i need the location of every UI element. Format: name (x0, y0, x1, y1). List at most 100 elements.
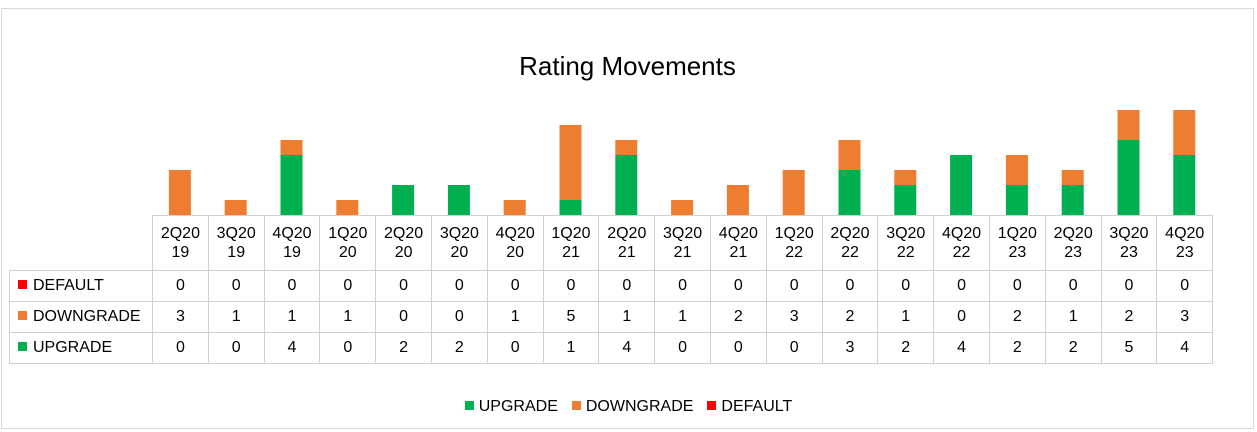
legend-item-upgrade: UPGRADE (464, 398, 558, 416)
bar-downgrade (1173, 110, 1196, 155)
bar-upgrade (838, 170, 861, 215)
data-label: 3 (1156, 301, 1214, 333)
legend-label: DOWNGRADE (585, 398, 694, 415)
data-label: 2 (430, 332, 488, 364)
bar-upgrade (1005, 185, 1028, 215)
legend-swatch (571, 401, 581, 410)
category-label: 4Q20 20 (486, 215, 544, 271)
row-label-text: UPGRADE (33, 339, 113, 356)
category-label: 3Q20 21 (654, 215, 711, 271)
category-label: 1Q20 22 (765, 215, 823, 271)
data-label: 0 (486, 332, 544, 364)
data-label: 0 (821, 270, 879, 302)
bar-upgrade (894, 185, 917, 215)
data-label: 2 (709, 301, 767, 333)
data-label: 0 (598, 270, 656, 302)
bar-downgrade (559, 125, 582, 200)
category-label: 1Q20 20 (319, 215, 377, 271)
legend-key-downgrade (18, 311, 27, 320)
data-label: 2 (1044, 332, 1102, 364)
data-label: 0 (877, 270, 935, 302)
category-label: 4Q20 22 (933, 215, 990, 271)
legend-swatch (707, 401, 717, 410)
bar-downgrade (782, 170, 805, 215)
bar-downgrade (224, 200, 247, 215)
row-label-text: DEFAULT (33, 277, 104, 294)
legend-item-default: DEFAULT (707, 398, 792, 416)
bar-downgrade (336, 200, 359, 215)
data-label: 3 (152, 301, 209, 333)
data-label: 4 (263, 332, 321, 364)
category-label: 4Q20 21 (709, 215, 767, 271)
data-label: 0 (654, 270, 711, 302)
category-label: 1Q20 21 (542, 215, 600, 271)
data-label: 0 (207, 332, 265, 364)
data-label: 0 (152, 270, 209, 302)
bar-upgrade (447, 185, 470, 215)
category-label: 3Q20 23 (1100, 215, 1158, 271)
data-label: 0 (988, 270, 1046, 302)
data-label: 0 (765, 332, 823, 364)
legend-key-default (18, 280, 27, 289)
bar-downgrade (894, 170, 917, 185)
data-label: 0 (207, 270, 265, 302)
data-label: 2 (1100, 301, 1158, 333)
row-label-upgrade: UPGRADE (9, 332, 153, 364)
table-row-upgrade: UPGRADE 0 0 4 0 2 2 0 1 4 0 0 0 3 2 4 2 2 5 4 (9, 332, 1214, 364)
bar-downgrade (1061, 170, 1084, 185)
bar-downgrade (168, 170, 191, 215)
data-label: 0 (375, 270, 432, 302)
data-label: 2 (877, 332, 935, 364)
data-label: 0 (765, 270, 823, 302)
legend-swatch (464, 401, 474, 410)
data-label: 0 (933, 270, 990, 302)
bar-upgrade (950, 155, 973, 215)
data-label: 4 (933, 332, 990, 364)
data-label: 0 (430, 270, 488, 302)
data-label: 2 (988, 301, 1046, 333)
data-label: 0 (542, 270, 600, 302)
bar-upgrade (1173, 155, 1196, 215)
category-label: 4Q20 19 (263, 215, 321, 271)
data-label: 1 (319, 301, 377, 333)
bar-downgrade (1005, 155, 1028, 185)
data-label: 3 (821, 332, 879, 364)
bar-downgrade (615, 140, 638, 155)
data-label: 0 (654, 332, 711, 364)
legend-label: UPGRADE (478, 398, 558, 415)
legend-label: DEFAULT (721, 398, 793, 415)
data-label: 0 (430, 301, 488, 333)
data-label: 1 (486, 301, 544, 333)
table-row-default: DEFAULT 0 0 0 0 0 0 0 0 0 0 0 0 0 0 0 0 0 0 0 (9, 270, 1214, 302)
data-table: 2Q20 19 3Q20 19 4Q20 19 1Q20 20 2Q20 20 3Q20 … (9, 215, 1214, 364)
data-label: 0 (319, 270, 377, 302)
bar-downgrade (503, 200, 526, 215)
data-label: 5 (542, 301, 600, 333)
bar-downgrade (838, 140, 861, 170)
data-label: 3 (765, 301, 823, 333)
table-corner (9, 215, 153, 271)
data-label: 0 (933, 301, 990, 333)
bar-upgrade (280, 155, 303, 215)
table-row-downgrade: DOWNGRADE 3 1 1 1 0 0 1 5 1 1 2 3 2 1 0 2 1 2 3 (9, 301, 1214, 333)
category-label: 2Q20 19 (152, 215, 209, 271)
data-label: 4 (1156, 332, 1214, 364)
bar-upgrade (1061, 185, 1084, 215)
bar-downgrade (671, 200, 694, 215)
data-label: 0 (319, 332, 377, 364)
data-label: 1 (207, 301, 265, 333)
category-label: 2Q20 23 (1044, 215, 1102, 271)
data-label: 1 (654, 301, 711, 333)
category-label: 2Q20 22 (821, 215, 879, 271)
bar-upgrade (1117, 140, 1140, 215)
data-label: 0 (375, 301, 432, 333)
bar-downgrade (726, 185, 749, 215)
bar-downgrade (1117, 110, 1140, 140)
data-label: 1 (598, 301, 656, 333)
data-label: 2 (821, 301, 879, 333)
row-label-text: DOWNGRADE (33, 308, 141, 325)
legend-key-upgrade (18, 342, 27, 351)
bar-upgrade (392, 185, 415, 215)
data-label: 1 (877, 301, 935, 333)
